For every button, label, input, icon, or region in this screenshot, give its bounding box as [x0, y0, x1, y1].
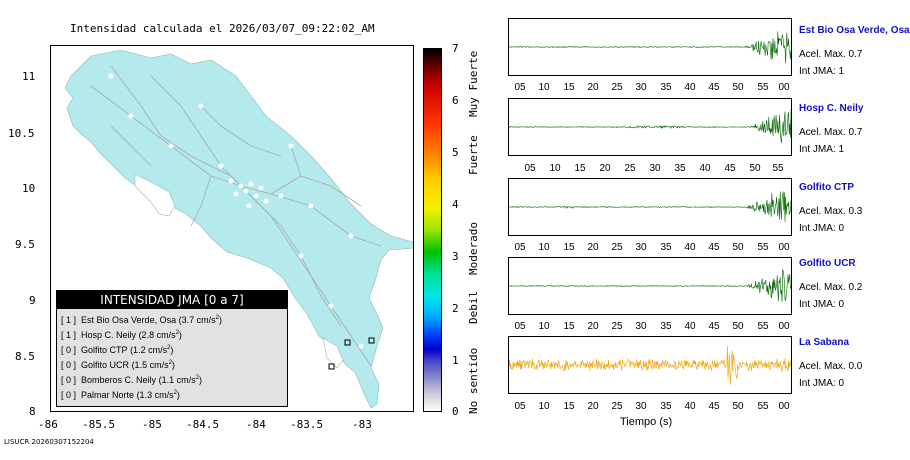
station-dots — [108, 73, 364, 349]
trace-time-axis: 05 10 15 20 25 30 35 40 45 50 55 00 — [514, 82, 790, 93]
waveform-line — [509, 109, 791, 144]
station-acel: Acel. Max. 0.2 — [799, 282, 863, 293]
legend-row: [ 0 ] Golfito UCR (1.5 cm/s2) — [61, 360, 175, 370]
waveform — [509, 31, 791, 64]
map-x-tick: -84 — [246, 418, 266, 431]
station-acel: Acel. Max. 0.7 — [799, 49, 863, 60]
station-name: La Sabana — [799, 337, 850, 348]
legend-row: [ 1 ] Hosp C. Neily (2.8 cm/s2) — [61, 330, 182, 340]
map-y-tick: 10 — [22, 182, 36, 195]
map-x-tick: -85 — [142, 418, 162, 431]
gulf-nicoya — [134, 173, 176, 217]
station-jma: Int JMA: 1 — [799, 66, 845, 77]
map-x-tick: -85.5 — [82, 418, 116, 431]
colorbar-label-no-sentido: No sentido — [467, 347, 480, 414]
legend-row: [ 0 ] Palmar Norte (1.3 cm/s2) — [61, 390, 180, 400]
colorbar-label-fuerte: Fuerte — [467, 135, 480, 175]
trace-panel[interactable] — [508, 178, 792, 236]
road-network — [90, 65, 382, 367]
station-name: Golfito CTP — [799, 182, 854, 193]
colorbar-tick: 3 — [452, 250, 459, 263]
colorbar-tick: 1 — [452, 354, 459, 367]
waveform — [509, 191, 791, 222]
legend-heading: INTENSIDAD JMA [0 a 7] — [57, 291, 287, 309]
legend-row: [ 1 ] Est Bio Osa Verde, Osa (3.7 cm/s2) — [61, 315, 222, 325]
trace-panel[interactable] — [508, 18, 792, 76]
station-acel: Acel. Max. 0.7 — [799, 127, 863, 138]
legend-row: [ 0 ] Bomberos C. Neily (1.1 cm/s2) — [61, 375, 202, 385]
trace-time-axis: 05 10 15 20 25 30 35 40 45 50 55 00 — [514, 321, 790, 332]
page-title: Intensidad calculada el 2026/03/07_09:22… — [70, 22, 375, 35]
map-x-tick: -83 — [352, 418, 372, 431]
waveform-line — [509, 345, 791, 385]
map-y-tick: 11 — [22, 70, 36, 83]
time-axis-label: Tiempo (s) — [620, 416, 673, 428]
map-y-tick: 8 — [29, 405, 36, 418]
colorbar-label-muy-fuerte: Muy Fuerte — [467, 50, 480, 117]
waveform — [509, 345, 791, 385]
waveform — [509, 269, 791, 303]
intensity-legend: INTENSIDAD JMA [0 a 7] [ 1 ] Est Bio Osa… — [56, 290, 288, 407]
trace-panel[interactable] — [508, 98, 792, 156]
station-jma: Int JMA: 1 — [799, 144, 845, 155]
waveform-line — [509, 31, 791, 64]
map-x-tick: -84.5 — [186, 418, 220, 431]
map-x-tick: -83.5 — [290, 418, 324, 431]
waveform — [509, 109, 791, 144]
trace-time-axis: 05 10 15 20 25 30 35 40 45 50 55 00 — [514, 242, 790, 253]
trace-panel[interactable] — [508, 336, 792, 394]
intensity-colorbar — [423, 48, 442, 412]
waveform-line — [509, 191, 791, 222]
station-name: Golfito UCR — [799, 258, 856, 269]
station-acel: Acel. Max. 0.3 — [799, 206, 863, 217]
station-squares — [328, 337, 375, 370]
colorbar-tick: 7 — [452, 42, 459, 55]
colorbar-tick: 2 — [452, 302, 459, 315]
trace-time-axis: 05 10 15 20 25 30 35 40 45 50 55 — [524, 163, 784, 174]
station-name: Hosp C. Neily — [799, 103, 864, 114]
footer-id: LISUCR 20260307152204 — [4, 438, 94, 446]
map-y-tick: 9 — [29, 294, 36, 307]
trace-panel[interactable] — [508, 257, 792, 315]
colorbar-tick: 4 — [452, 198, 459, 211]
colorbar-tick: 0 — [452, 405, 459, 418]
station-jma: Int JMA: 0 — [799, 378, 845, 389]
colorbar-label-moderado: Moderado — [467, 222, 480, 275]
station-jma: Int JMA: 0 — [799, 223, 845, 234]
trace-time-axis: 05 10 15 20 25 30 35 40 45 50 55 00 — [514, 401, 790, 412]
station-jma: Int JMA: 0 — [799, 299, 845, 310]
map-canvas — [64, 49, 413, 409]
map-y-tick: 9.5 — [15, 238, 35, 251]
legend-row: [ 0 ] Golfito CTP (1.2 cm/s2) — [61, 345, 174, 355]
colorbar-tick: 5 — [452, 146, 459, 159]
colorbar-tick: 6 — [452, 94, 459, 107]
map-x-tick: -86 — [38, 418, 58, 431]
costa-rica-land — [64, 49, 413, 409]
golfo-dulce — [322, 337, 344, 369]
colorbar-label-debil: Debil — [467, 290, 480, 324]
waveform-line — [509, 269, 791, 303]
map-y-tick: 10.5 — [8, 127, 35, 140]
station-acel: Acel. Max. 0.0 — [799, 361, 863, 372]
station-name: Est Bio Osa Verde, Osa — [799, 25, 910, 36]
map-y-tick: 8.5 — [15, 350, 35, 363]
